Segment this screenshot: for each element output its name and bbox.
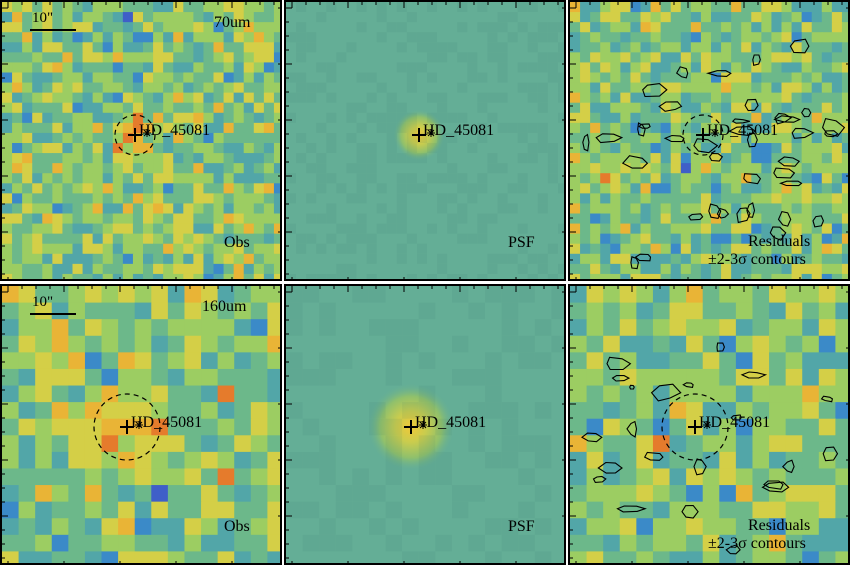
pixel-grid: [2, 2, 280, 279]
band-label: 160um: [202, 298, 247, 315]
target-name-label: HD_45081: [707, 122, 779, 139]
pixel-grid: [2, 286, 280, 563]
target-cross-marker: [404, 420, 418, 434]
residual-contours: [582, 38, 846, 270]
residuals-image: [570, 286, 848, 563]
residuals-contours-label: ±2-3σ contours: [708, 251, 806, 268]
star-marker: [143, 129, 151, 137]
beam-circle: [114, 114, 156, 156]
target-name-label: HD_45081: [139, 122, 211, 139]
obs-image: [2, 2, 280, 279]
obs-panel-70um: HD_45081 10" 70um Obs: [0, 0, 282, 281]
axis-ticks: [570, 286, 848, 563]
pixel-grid: [570, 286, 848, 563]
obs-panel-160um: HD_45081 10" 160um Obs: [0, 284, 282, 565]
axis-ticks: [286, 286, 564, 563]
psf-grid: [286, 2, 564, 279]
beam-circle: [661, 393, 729, 461]
target-name-label: HD_45081: [415, 414, 487, 431]
residuals-panel-70um: HD_45081 Residuals ±2-3σ contours: [568, 0, 850, 281]
axis-ticks: [286, 2, 564, 279]
obs-image: [2, 286, 280, 563]
axis-ticks: [2, 2, 280, 279]
scale-bar-label: 10": [32, 10, 54, 26]
residuals-label: Residuals: [748, 233, 811, 250]
target-cross-marker: [696, 128, 710, 142]
psf-label: PSF: [508, 234, 535, 251]
target-name-label: HD_45081: [131, 414, 203, 431]
star-marker: [711, 129, 719, 137]
residuals-image: [570, 2, 848, 279]
psf-panel-160um: HD_45081 PSF: [284, 284, 566, 565]
axis-ticks: [570, 2, 848, 279]
beam-circle: [93, 393, 161, 461]
residuals-contours-label: ±2-3σ contours: [708, 535, 806, 552]
psf-image: [286, 286, 564, 563]
star-marker: [419, 421, 427, 429]
beam-circle: [682, 114, 724, 156]
target-cross-marker: [412, 128, 426, 142]
target-cross-marker: [128, 128, 142, 142]
psf-image: [286, 2, 564, 279]
psf-panel-70um: HD_45081 PSF: [284, 0, 566, 281]
obs-label: Obs: [224, 518, 250, 535]
residuals-panel-160um: HD_45081 Residuals ±2-3σ contours: [568, 284, 850, 565]
target-name-label: HD_45081: [699, 414, 771, 431]
residuals-label: Residuals: [748, 517, 811, 534]
scale-bar-label: 10": [32, 294, 54, 310]
residual-contours: [581, 342, 839, 555]
obs-label: Obs: [224, 234, 250, 251]
band-label: 70um: [214, 14, 251, 31]
target-cross-marker: [688, 420, 702, 434]
psf-label: PSF: [508, 518, 535, 535]
star-marker: [135, 421, 143, 429]
star-marker: [703, 421, 711, 429]
psf-grid: [286, 286, 564, 563]
axis-ticks: [2, 286, 280, 563]
star-marker: [427, 129, 435, 137]
target-cross-marker: [120, 420, 134, 434]
target-name-label: HD_45081: [423, 122, 495, 139]
